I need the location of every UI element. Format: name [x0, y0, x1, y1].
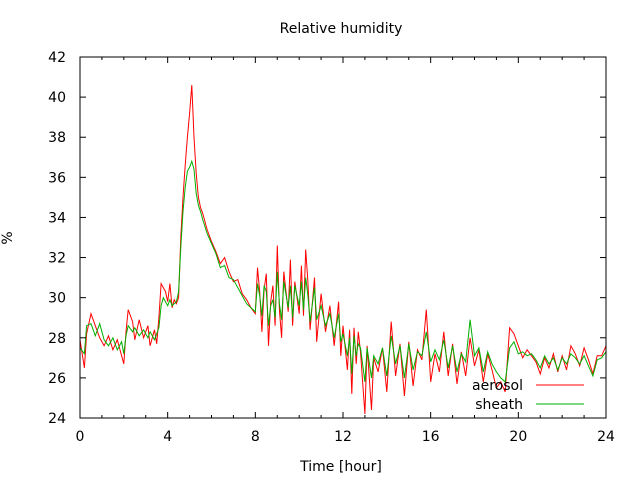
y-tick-label: 32: [48, 251, 66, 267]
y-tick-label: 42: [48, 50, 66, 66]
y-axis-label: %: [0, 231, 16, 244]
y-tick-label: 36: [48, 170, 66, 186]
x-tick-label: 8: [251, 429, 260, 445]
chart-title: Relative humidity: [280, 21, 403, 37]
y-tick-label: 38: [48, 130, 66, 146]
ticks-layer: 0 4 8 12 16 20 24 24 26 28 30 32 34 36 38 40 42: [48, 50, 615, 445]
y-tick-label: 26: [48, 371, 66, 387]
x-tick-label: 20: [509, 429, 527, 445]
x-tick-label: 0: [76, 429, 85, 445]
x-tick-label: 24: [597, 429, 615, 445]
series-layer: [79, 85, 607, 415]
legend-label-aerosol: aerosol: [472, 378, 523, 394]
series-line-sheath: [79, 159, 607, 383]
x-tick-label: 4: [163, 429, 172, 445]
x-tick-label: 16: [422, 429, 440, 445]
x-tick-label: 12: [334, 429, 352, 445]
x-axis-label: Time [hour]: [299, 459, 382, 475]
series-line-aerosol: [79, 85, 607, 415]
legend: aerosol sheath: [472, 378, 584, 413]
legend-label-sheath: sheath: [475, 397, 523, 413]
y-tick-label: 28: [48, 331, 66, 347]
y-tick-label: 24: [48, 411, 66, 427]
y-tick-label: 40: [48, 90, 66, 106]
y-tick-label: 34: [48, 210, 66, 226]
plot-frame: [79, 56, 607, 419]
y-tick-label: 30: [48, 291, 66, 307]
